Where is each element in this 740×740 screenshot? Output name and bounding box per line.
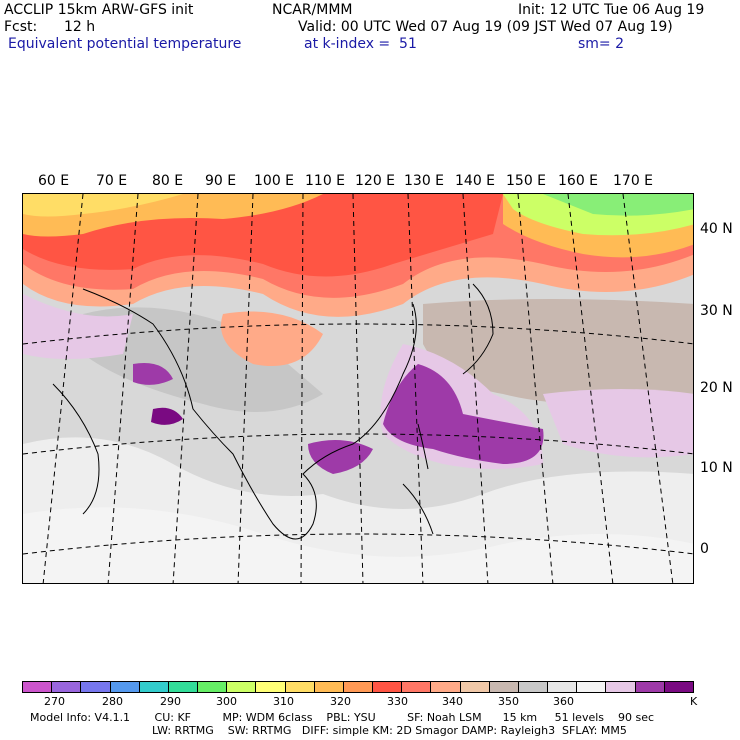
legend-tick-label: 350 <box>498 695 519 708</box>
model-info-line1: Model Info: V4.1.1 CU: KF MP: WDM 6class… <box>30 711 655 724</box>
longitude-label: 140 E <box>455 173 496 189</box>
legend-color-swatch <box>577 682 607 692</box>
longitude-label: 130 E <box>404 173 445 189</box>
legend-tick-label: 360 <box>553 695 574 708</box>
longitude-label: 90 E <box>205 173 237 189</box>
longitude-label: 110 E <box>305 173 346 189</box>
longitude-label: 170 E <box>613 173 654 189</box>
legend-tick-label: 320 <box>330 695 351 708</box>
legend-color-swatch <box>23 682 53 692</box>
latitude-label: 0 <box>700 541 709 557</box>
latitude-label: 40 N <box>700 221 733 237</box>
field-name: Equivalent potential temperature <box>8 36 242 52</box>
legend-color-swatch <box>110 682 140 692</box>
legend-color-swatch <box>139 682 169 692</box>
map-panel <box>22 193 694 584</box>
legend-color-swatch <box>460 682 490 692</box>
legend-tick-label: 290 <box>160 695 181 708</box>
legend-tick-label: 280 <box>102 695 123 708</box>
color-legend-bar <box>22 681 694 693</box>
legend-color-swatch <box>373 682 403 692</box>
legend-color-swatch <box>81 682 111 692</box>
longitude-label: 70 E <box>96 173 128 189</box>
longitude-label: 150 E <box>506 173 547 189</box>
legend-color-swatch <box>431 682 461 692</box>
agency-label: NCAR/MMM <box>272 2 353 18</box>
longitude-label: 100 E <box>254 173 295 189</box>
legend-color-swatch <box>489 682 519 692</box>
legend-tick-label: 310 <box>273 695 294 708</box>
legend-color-swatch <box>52 682 82 692</box>
longitude-label: 120 E <box>355 173 396 189</box>
latitude-label: 10 N <box>700 460 733 476</box>
valid-time: Valid: 00 UTC Wed 07 Aug 19 (09 JST Wed … <box>298 19 673 35</box>
legend-tick-label: 330 <box>387 695 408 708</box>
legend-color-swatch <box>548 682 578 692</box>
legend-color-swatch <box>256 682 286 692</box>
latitude-label: 20 N <box>700 380 733 396</box>
init-time: Init: 12 UTC Tue 06 Aug 19 <box>518 2 705 18</box>
legend-color-swatch <box>168 682 199 692</box>
legend-color-swatch <box>285 682 315 692</box>
legend-tick-label: 300 <box>216 695 237 708</box>
legend-color-swatch <box>343 682 374 692</box>
legend-color-swatch <box>664 682 693 692</box>
legend-tick-label: 340 <box>442 695 463 708</box>
longitude-label: 60 E <box>38 173 70 189</box>
legend-color-swatch <box>198 682 228 692</box>
longitude-label: 80 E <box>152 173 184 189</box>
color-legend-unit: K <box>690 695 698 708</box>
level-info: at k-index = 51 <box>304 36 417 52</box>
legend-color-swatch <box>635 682 665 692</box>
longitude-label: 160 E <box>558 173 599 189</box>
legend-tick-label: 270 <box>44 695 65 708</box>
legend-color-swatch <box>518 682 549 692</box>
legend-color-swatch <box>606 682 636 692</box>
fcst-value: 12 h <box>64 19 96 35</box>
model-title: ACCLIP 15km ARW-GFS init <box>4 2 194 18</box>
map-field <box>23 194 693 583</box>
model-info-line2: LW: RRTMG SW: RRTMG DIFF: simple KM: 2D … <box>152 724 627 737</box>
legend-color-swatch <box>227 682 257 692</box>
smoothing-info: sm= 2 <box>578 36 625 52</box>
fcst-label: Fcst: <box>4 19 38 35</box>
latitude-label: 30 N <box>700 303 733 319</box>
legend-color-swatch <box>402 682 432 692</box>
legend-color-swatch <box>314 682 344 692</box>
